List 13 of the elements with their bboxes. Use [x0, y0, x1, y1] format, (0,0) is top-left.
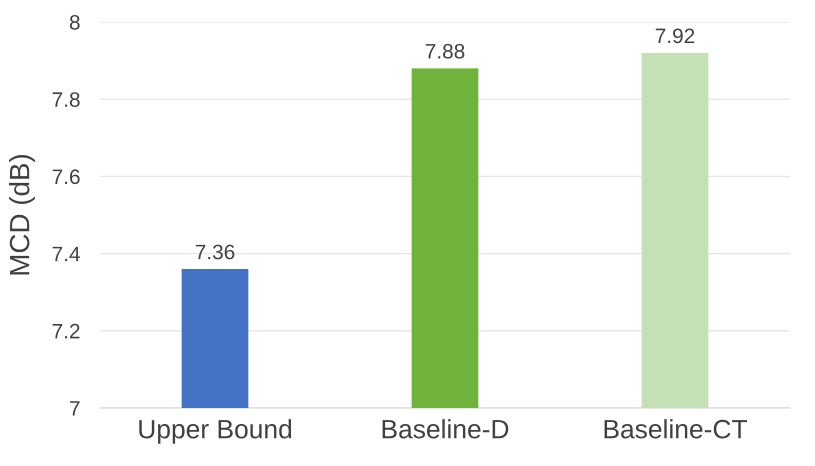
y-tick-label: 7.8 [52, 92, 80, 107]
x-tick-label: Baseline-CT [604, 419, 747, 438]
y-tick-label: 7.2 [52, 324, 80, 338]
y-tick-label: 8 [70, 15, 80, 30]
data-label: 7.36 [196, 244, 234, 260]
y-tick-label: 7.6 [52, 169, 80, 184]
data-label: 7.88 [426, 44, 464, 59]
data-label: 7.92 [656, 28, 694, 44]
y-tick-label: 7.4 [52, 246, 80, 262]
x-tick-label: Baseline-D [382, 419, 508, 438]
x-tick-label: Upper Bound [139, 419, 292, 444]
y-axis-title: MCD (dB) [9, 154, 35, 274]
y-tick-label: 7 [70, 401, 80, 416]
